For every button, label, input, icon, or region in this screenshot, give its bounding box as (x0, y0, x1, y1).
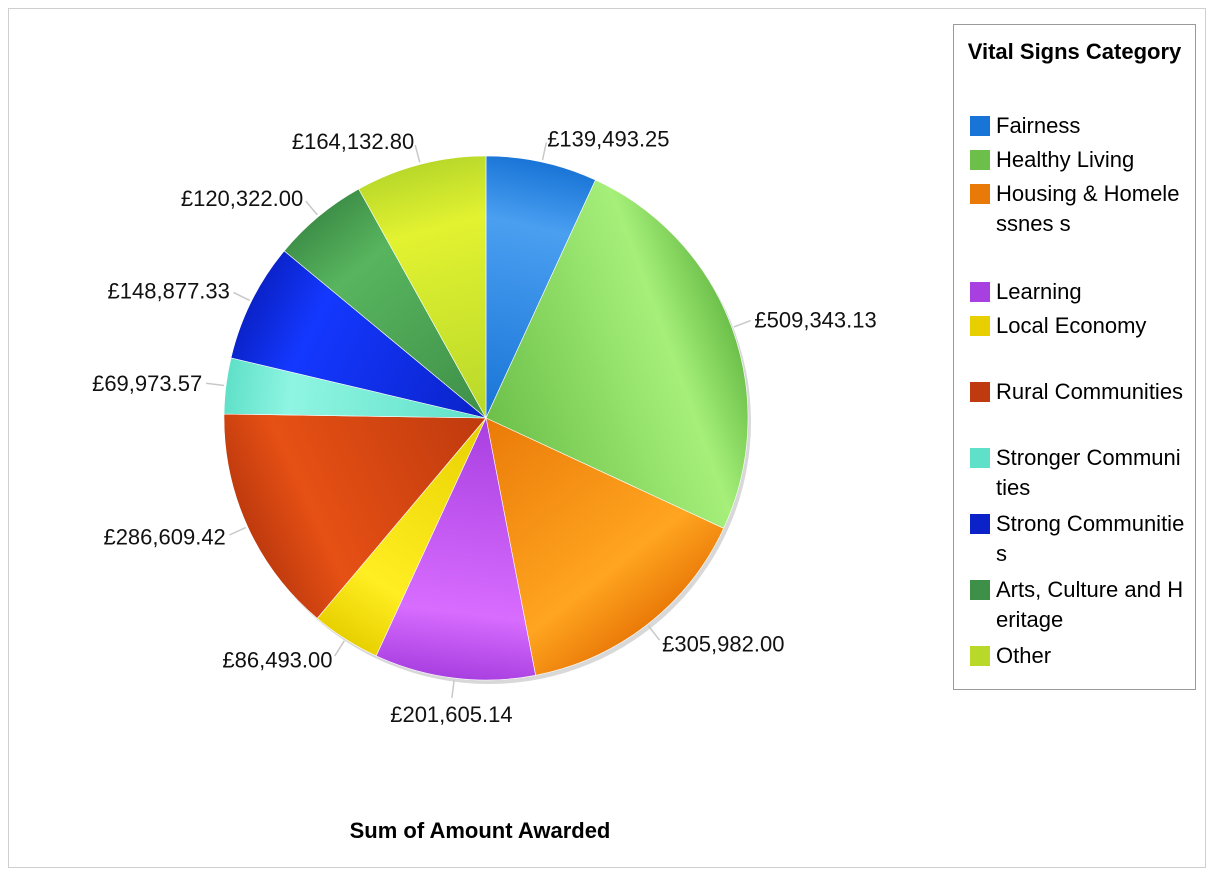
legend-label: Strong Communities (996, 511, 1185, 566)
data-label: £69,973.57 (92, 371, 202, 396)
legend-swatch (970, 150, 990, 170)
data-label: £139,493.25 (547, 127, 669, 152)
pie-slices (223, 155, 751, 684)
leader-line (206, 382, 225, 387)
legend-label: Rural Communities (996, 379, 1184, 404)
pie-slice-housing-homelessness (485, 417, 725, 676)
legend-label: Other (996, 643, 1052, 668)
legend-swatch (970, 514, 990, 534)
data-label: £120,322.00 (181, 186, 303, 211)
data-labels: £139,493.25 £509,343.13 £305,982.00 £201,60… (92, 127, 877, 727)
leader-line (414, 144, 421, 163)
chart-title: Sum of Amount Awarded (349, 818, 611, 843)
legend-swatch (970, 580, 990, 600)
leader-line (233, 291, 250, 302)
legend-swatch (970, 282, 990, 302)
pie-slice-strong-communities (230, 250, 487, 419)
data-label: £164,132.80 (292, 129, 414, 154)
leader-lines (206, 142, 751, 698)
data-label: £86,493.00 (222, 647, 332, 672)
pie-slice-learning (375, 417, 536, 681)
data-label: £509,343.13 (754, 307, 876, 332)
pie-slice-healthy-living (485, 179, 749, 529)
data-label: £201,605.14 (390, 702, 512, 727)
leader-line (334, 640, 345, 657)
legend-label: Housing & Homelessnes s (996, 181, 1180, 236)
pie-slice-fairness (485, 155, 596, 419)
leader-line (229, 526, 247, 536)
legend-label: Healthy Living (996, 147, 1135, 172)
data-label: £148,877.33 (108, 279, 230, 304)
leader-line (305, 200, 318, 216)
leader-line (451, 680, 455, 698)
legend: Vital Signs Category Fairness Healthy Li… (953, 24, 1196, 690)
pie-slice-rural-communities (223, 413, 487, 619)
legend-label: Arts, Culture and Heritage (996, 577, 1184, 632)
leader-line (541, 142, 548, 161)
legend-label: Fairness (996, 113, 1081, 138)
legend-title: Vital Signs Category (967, 39, 1182, 64)
legend-label: Stronger Communities (996, 445, 1181, 500)
legend-swatch (970, 116, 990, 136)
legend-swatch (970, 448, 990, 468)
data-label: £286,609.42 (103, 525, 225, 550)
legend-swatch (970, 646, 990, 666)
legend-label: Local Economy (996, 313, 1147, 338)
legend-swatch (970, 316, 990, 336)
legend-label: Learning (996, 279, 1082, 304)
legend-swatch (970, 382, 990, 402)
data-label: £305,982.00 (662, 631, 784, 656)
leader-line (647, 625, 661, 641)
pie-slice-other (358, 155, 487, 420)
leader-line (733, 319, 751, 328)
legend-swatch (970, 184, 990, 204)
